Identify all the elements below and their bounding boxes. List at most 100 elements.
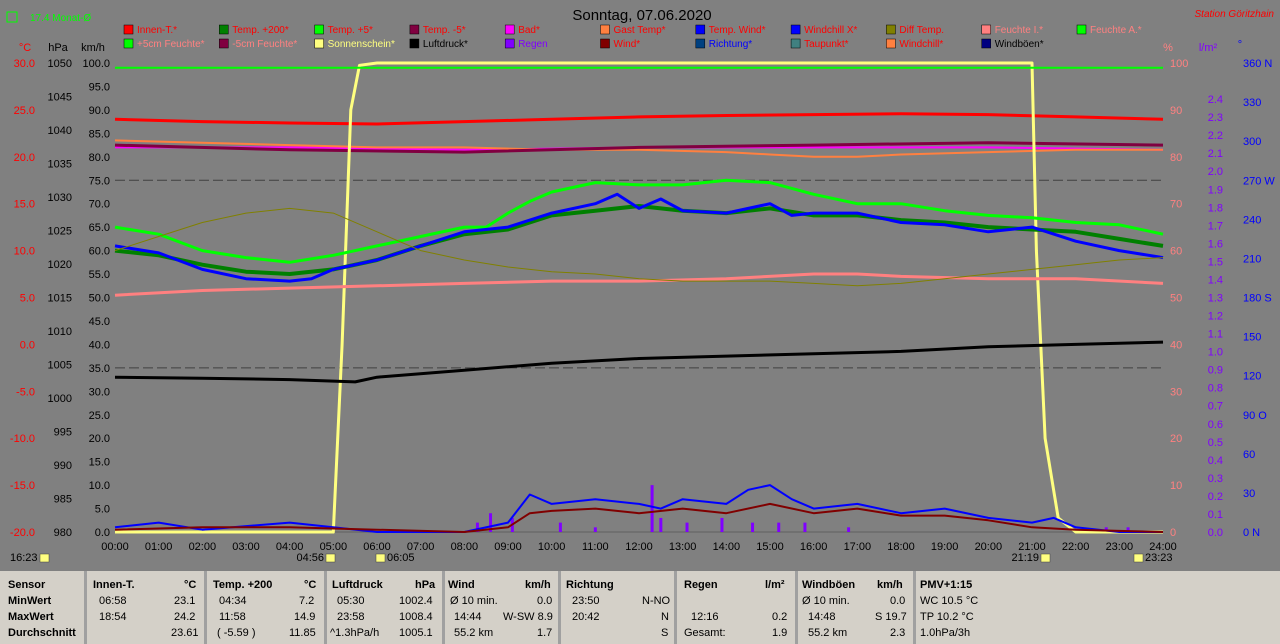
legend-swatch bbox=[504, 24, 515, 35]
footer-regen-unit: l/m² bbox=[765, 579, 785, 591]
time-tick-label: 01:00 bbox=[145, 541, 173, 553]
legend-item: Bad* bbox=[504, 24, 540, 36]
footer-separator bbox=[674, 571, 677, 644]
rain-bar bbox=[685, 522, 689, 532]
footer-innen-min: 23.1 bbox=[174, 595, 196, 607]
sunrise-marker-icon bbox=[325, 553, 336, 563]
legend-item: Temp. -5* bbox=[409, 24, 466, 36]
footer-sensor-title: Sensor bbox=[8, 579, 46, 591]
time-tick-label: 08:00 bbox=[451, 541, 479, 553]
kmh-tick-label: 65.0 bbox=[89, 222, 110, 234]
legend-item: Gast Temp* bbox=[600, 24, 666, 36]
footer-wind-max-time: 14:44 bbox=[454, 611, 482, 623]
rain-bar bbox=[659, 517, 663, 532]
footer-luftdruck-max: 1008.4 bbox=[399, 611, 433, 623]
legend-swatch bbox=[695, 24, 706, 35]
kmh-tick-label: 40.0 bbox=[89, 339, 110, 351]
rain-tick-label: 1.1 bbox=[1208, 329, 1223, 341]
legend-item: Windchill X* bbox=[790, 24, 858, 36]
rain-bar bbox=[777, 522, 781, 532]
rain-bar bbox=[803, 522, 807, 532]
legend-swatch bbox=[981, 24, 991, 35]
footer-windboeen-distance: 55.2 km bbox=[808, 627, 848, 639]
legend-label: Diff Temp. bbox=[899, 25, 944, 36]
kmh-tick-label: 60.0 bbox=[89, 246, 110, 258]
legend-label: Bad* bbox=[518, 25, 540, 36]
rain-tick-label: 0.1 bbox=[1208, 509, 1223, 521]
time-tick-label: 16:00 bbox=[800, 541, 828, 553]
footer-regen-max: 0.2 bbox=[772, 611, 788, 623]
time-tick-label: 14:00 bbox=[713, 541, 741, 553]
percent-axis-unit: % bbox=[1163, 42, 1173, 54]
time-tick-label: 12:00 bbox=[625, 541, 653, 553]
footer-luftdruck-max-time: 23:58 bbox=[337, 611, 365, 623]
footer-richtung-column: Richtung 23:50 N-NO 20:42 N S bbox=[561, 571, 674, 644]
time-tick-label: 09:00 bbox=[494, 541, 522, 553]
time-tick-label: 24:00 bbox=[1149, 541, 1177, 553]
footer-luftdruck-unit: hPa bbox=[415, 579, 436, 591]
legend-item: Diff Temp. bbox=[886, 24, 944, 36]
footer-richtung-max-time: 20:42 bbox=[572, 611, 600, 623]
legend-swatch bbox=[219, 38, 229, 49]
footer-windboeen-unit: km/h bbox=[877, 579, 903, 591]
legend-swatch bbox=[409, 38, 420, 49]
legend-label: -5cm Feuchte* bbox=[232, 39, 297, 50]
rain-tick-label: 2.3 bbox=[1208, 112, 1223, 124]
time-tick-label: 05:00 bbox=[320, 541, 348, 553]
legend-label: Gast Temp* bbox=[614, 25, 666, 36]
time-tick-label: 19:00 bbox=[931, 541, 959, 553]
percent-tick-label: 90 bbox=[1170, 105, 1182, 117]
time-tick-label: 07:00 bbox=[407, 541, 435, 553]
kmh-tick-label: 30.0 bbox=[89, 386, 110, 398]
hpa-tick-label: 1025 bbox=[48, 226, 72, 238]
hpa-tick-label: 1000 bbox=[48, 393, 72, 405]
celsius-tick-label: 10.0 bbox=[14, 246, 35, 258]
footer-innen-max: 24.2 bbox=[174, 611, 196, 623]
rain-tick-label: 1.6 bbox=[1208, 238, 1223, 250]
sun-left-marker-icon bbox=[39, 553, 50, 563]
sun-right-marker-label: 23:23 bbox=[1145, 552, 1173, 564]
kmh-tick-label: 55.0 bbox=[89, 269, 110, 281]
footer-separator bbox=[795, 571, 798, 644]
rain-tick-label: 1.5 bbox=[1208, 256, 1223, 268]
percent-tick-label: 50 bbox=[1170, 293, 1182, 305]
rain-bar bbox=[475, 522, 479, 532]
kmh-tick-label: 20.0 bbox=[89, 433, 110, 445]
rain-tick-label: 1.8 bbox=[1208, 202, 1223, 214]
legend-swatch bbox=[1076, 24, 1087, 35]
legend-item: Innen-T.* bbox=[123, 24, 177, 36]
legend-item: Wind* bbox=[600, 38, 641, 50]
time-tick-label: 10:00 bbox=[538, 541, 566, 553]
legend-label: Wind* bbox=[614, 39, 641, 50]
rain-tick-label: 0.5 bbox=[1208, 437, 1223, 449]
legend-swatch bbox=[790, 24, 801, 35]
percent-tick-label: 0 bbox=[1170, 527, 1176, 539]
time-tick-label: 22:00 bbox=[1062, 541, 1090, 553]
legend-label: Taupunkt* bbox=[804, 39, 849, 50]
footer-innen-unit: °C bbox=[184, 579, 197, 591]
legend-item: Temp. Wind* bbox=[695, 24, 766, 36]
percent-tick-label: 40 bbox=[1170, 339, 1182, 351]
footer-richtung-min-time: 23:50 bbox=[572, 595, 600, 607]
kmh-tick-label: 75.0 bbox=[89, 175, 110, 187]
legend-label: Feuchte I.* bbox=[995, 25, 1043, 36]
footer-separator bbox=[442, 571, 445, 644]
time-tick-label: 11:00 bbox=[582, 541, 609, 553]
hpa-tick-label: 1020 bbox=[48, 259, 72, 271]
legend-item: Feuchte I.* bbox=[981, 24, 1043, 36]
legend-item: Sonnenschein* bbox=[314, 38, 395, 50]
legend-label: Windchill X* bbox=[804, 25, 857, 36]
series-line bbox=[114, 340, 1164, 384]
direction-tick-label: 0 N bbox=[1243, 527, 1260, 539]
percent-tick-label: 60 bbox=[1170, 246, 1182, 258]
hpa-tick-label: 1045 bbox=[48, 92, 72, 104]
legend-swatch bbox=[981, 38, 991, 49]
celsius-tick-label: 20.0 bbox=[14, 152, 35, 164]
time-tick-label: 04:00 bbox=[276, 541, 304, 553]
rain-bar bbox=[847, 527, 851, 532]
rain-tick-label: 2.1 bbox=[1208, 148, 1223, 160]
direction-tick-label: 240 bbox=[1243, 214, 1261, 226]
kmh-tick-label: 80.0 bbox=[89, 152, 110, 164]
series-line bbox=[114, 192, 1164, 283]
direction-tick-label: 300 bbox=[1243, 136, 1261, 148]
